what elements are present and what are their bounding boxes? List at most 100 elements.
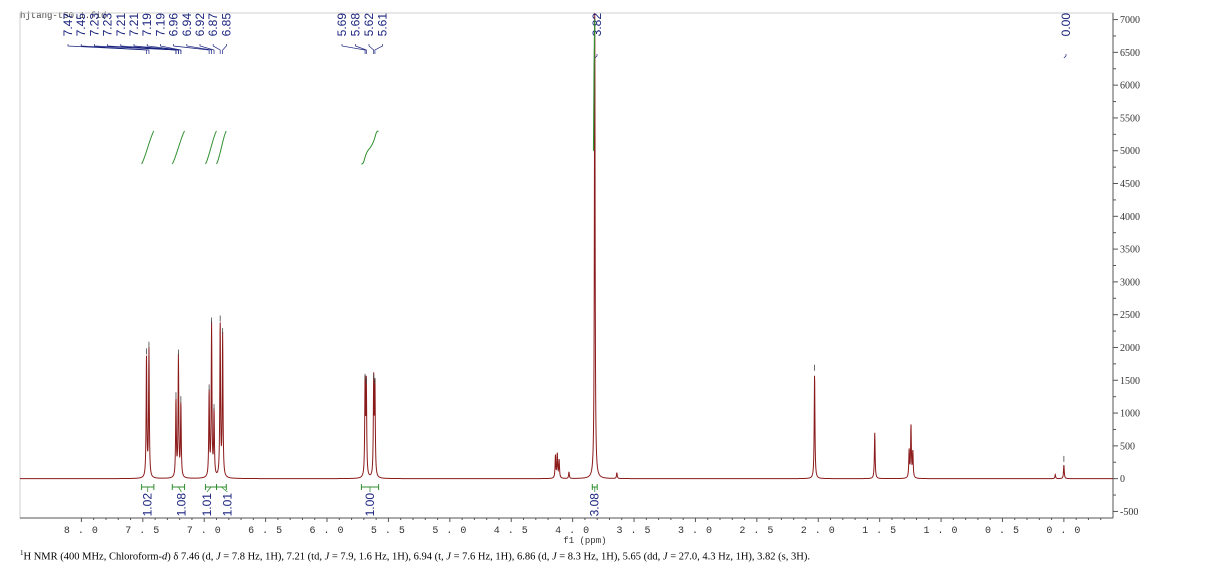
peak-label-leader: [594, 54, 598, 59]
coupling-constant-symbol: J: [324, 551, 330, 563]
peak-label: 6.96: [167, 13, 181, 37]
peak-label-leader: [1063, 54, 1067, 59]
caption-deuterium: d: [162, 551, 168, 563]
peak-label-leader: [212, 44, 221, 54]
x-tick-label: 3 . 0: [678, 526, 713, 537]
integral-curve: [592, 19, 596, 151]
integral-leader: [178, 486, 182, 493]
x-tick-label: 1 . 0: [924, 526, 959, 537]
y-tick-label: 3500: [1120, 245, 1140, 256]
peak-label: 7.23: [87, 13, 101, 37]
coupling-text: = 27.0, 4.3 Hz, 1H), 3.82 (s, 3H).: [667, 551, 810, 563]
integral-value-label: 3.08: [588, 493, 602, 517]
peak-label-leader: [67, 44, 147, 54]
peak-label: 6.94: [180, 13, 194, 37]
peak-label: 6.85: [219, 13, 233, 37]
integral-curve: [361, 130, 379, 165]
peak-label-leader: [160, 44, 182, 54]
nmr-caption: 1H NMR (400 MHz, Chloroform-d) δ 7.46 (d…: [20, 549, 810, 563]
coupling-constant-symbol: J: [446, 551, 451, 563]
coupling-constant-symbol: J: [662, 551, 668, 563]
integral-value-label: 1.08: [174, 493, 188, 517]
coupling-constant-symbol: J: [551, 551, 557, 563]
peak-label: 5.68: [349, 13, 363, 37]
peak-label: 7.19: [153, 13, 167, 37]
peak-label-leader: [341, 44, 366, 54]
x-tick-label: 3 . 5: [617, 526, 652, 537]
y-tick-label: 4500: [1120, 179, 1140, 190]
x-tick-label: 4 . 5: [494, 526, 529, 537]
plot-frame: [19, 12, 1114, 519]
coupling-text: = 7.9, 1.6 Hz, 1H), 6.94 (t,: [329, 551, 447, 563]
caption-couplings: J = 7.8 Hz, 1H), 7.21 (td, J = 7.9, 1.6 …: [216, 552, 810, 563]
y-tick-label: 2000: [1120, 343, 1140, 354]
integral-curve: [216, 130, 227, 165]
peak-label-leader: [133, 44, 179, 54]
x-tick-label: 1 . 5: [862, 526, 897, 537]
spectrum-filename: hjtang-t50.1.fid: [20, 11, 107, 21]
coupling-text: = 8.3 Hz, 1H), 5.65 (dd,: [556, 551, 663, 563]
peak-label-leader: [355, 44, 367, 54]
peak-label: 5.61: [376, 13, 390, 37]
peak-label: 3.82: [590, 13, 604, 37]
x-tick-label: 8 . 0: [64, 526, 99, 537]
peak-label-leader: [173, 44, 210, 54]
peak-label: 7.21: [114, 13, 128, 37]
peak-label-leader: [199, 44, 215, 54]
peak-label: 7.45: [74, 13, 88, 37]
x-tick-label: 7 . 0: [187, 526, 222, 537]
integral-curve: [205, 130, 217, 165]
x-tick-label: 0 . 0: [1046, 526, 1081, 537]
peak-label: 6.92: [193, 13, 207, 37]
spectrum-line: [20, 12, 1113, 480]
integral-value-label: 1.01: [200, 493, 214, 517]
peak-label: 7.47: [61, 13, 75, 37]
x-tick-label: 4 . 0: [555, 526, 590, 537]
x-tick-label: 2 . 5: [739, 526, 774, 537]
y-tick-label: -500: [1120, 507, 1138, 518]
y-tick-label: 5500: [1120, 113, 1140, 124]
integral-value-label: 1.00: [363, 493, 377, 517]
coupling-constant-symbol: J: [215, 551, 221, 563]
x-tick-label: 2 . 0: [801, 526, 836, 537]
nucleus-superscript: 1: [20, 549, 24, 557]
x-tick-label: 5 . 0: [432, 526, 467, 537]
nmr-spectrum-chart: 8 . 0 7 . 5 7 . 0 6 . 5 6 . 0 5 . 5 5 . 0 4 . 5…: [19, 12, 1140, 545]
peak-label: 0.00: [1059, 13, 1073, 37]
peak-label: 6.87: [206, 13, 220, 37]
peak-label: 7.23: [101, 13, 115, 37]
integral-curve: [141, 130, 155, 165]
coupling-text: = 7.8 Hz, 1H), 7.21 (td,: [220, 551, 325, 563]
peak-label-leader: [186, 44, 212, 54]
x-tick-label: 6 . 5: [248, 526, 283, 537]
integral-value-label: 1.01: [220, 493, 234, 517]
integral-leader: [221, 486, 228, 493]
caption-shift: ) δ 7.46 (d,: [167, 551, 216, 563]
y-tick-label: 7000: [1120, 15, 1140, 26]
peak-label-leader: [107, 44, 177, 54]
peak-label: 7.19: [140, 13, 154, 37]
integral-curve: [171, 130, 185, 165]
y-tick-label: 6000: [1120, 81, 1140, 92]
coupling-text: = 7.6 Hz, 1H), 6.86 (d,: [450, 551, 552, 563]
peak-label-leader: [374, 44, 383, 54]
peak-label-leader: [368, 44, 375, 54]
y-tick-label: 3000: [1120, 277, 1140, 288]
integral-leader: [206, 486, 212, 493]
y-tick-label: 0: [1120, 474, 1125, 485]
y-tick-label: 6500: [1120, 48, 1140, 59]
x-tick-label: 7 . 5: [125, 526, 160, 537]
peak-label: 5.69: [335, 13, 349, 37]
peak-label: 5.62: [362, 13, 376, 37]
y-tick-label: 1000: [1120, 409, 1140, 420]
integral-value-label: 1.02: [141, 493, 155, 517]
x-tick-label: 0 . 5: [985, 526, 1020, 537]
x-axis-label: f1 (ppm): [563, 536, 606, 545]
y-tick-label: 4000: [1120, 212, 1140, 223]
x-tick-label: 5 . 5: [371, 526, 406, 537]
caption-head: H NMR (400 MHz, Chloroform-: [23, 551, 163, 563]
x-tick-label: 6 . 0: [310, 526, 345, 537]
peak-label-leader: [80, 44, 150, 54]
peak-label: 7.21: [127, 13, 141, 37]
y-tick-label: 500: [1120, 441, 1135, 452]
